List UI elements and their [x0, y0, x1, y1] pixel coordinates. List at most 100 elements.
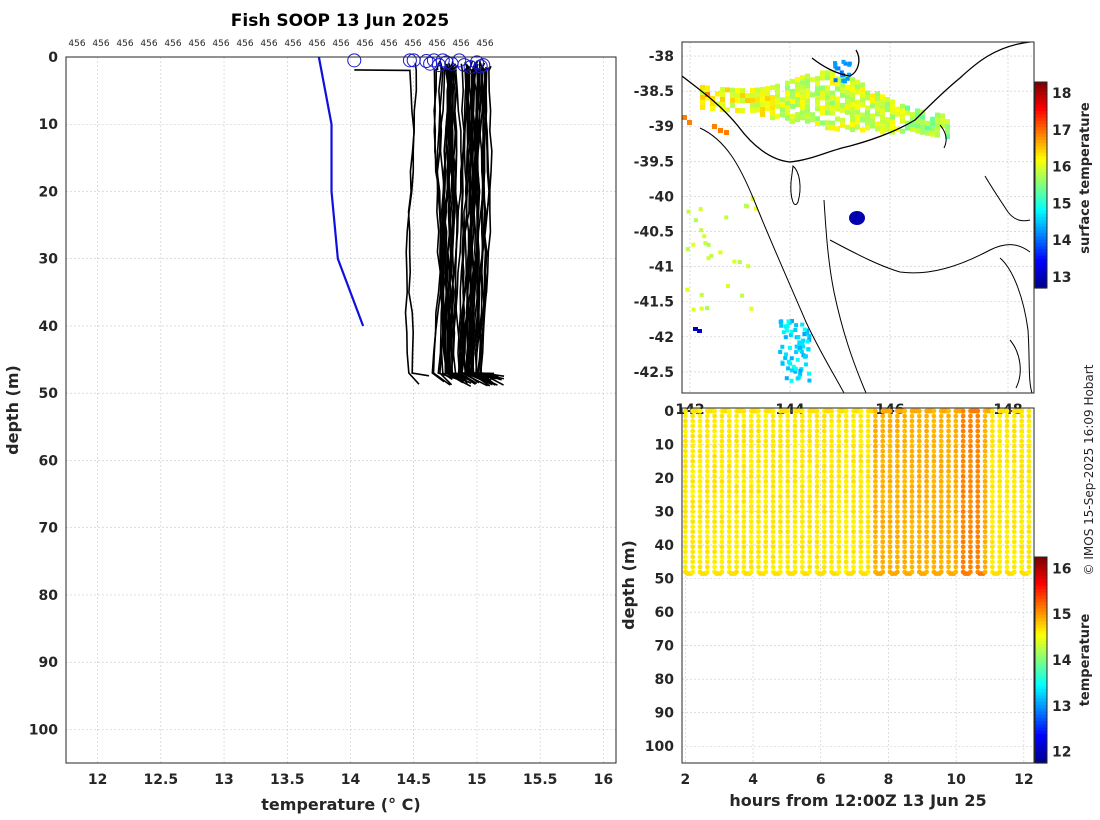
section-point [690, 453, 696, 459]
section-point [734, 458, 739, 464]
section-point [756, 468, 761, 474]
section-point [931, 428, 937, 434]
section-point [916, 534, 922, 540]
sst-pixel [686, 209, 691, 214]
sst-pixel [870, 113, 875, 119]
section-point [712, 458, 718, 464]
section-point [887, 463, 893, 469]
section-point [858, 473, 864, 479]
section-point [858, 564, 864, 570]
section-point [946, 479, 951, 484]
sst-pixel [745, 98, 750, 104]
colorbar-swatch [1035, 637, 1047, 642]
section-point [1004, 489, 1010, 494]
section-point [785, 438, 791, 444]
sst-pixel [760, 96, 765, 102]
section-point [909, 534, 915, 540]
map-panel: -38-38.5-39-39.5-40-40.5-41-41.5-42-42.5… [634, 41, 1093, 418]
section-point [997, 539, 1003, 545]
section-point [916, 519, 922, 525]
profile-id-label: 456 [380, 39, 397, 49]
section-point [989, 514, 995, 519]
section-point [873, 519, 878, 525]
section-point [946, 473, 951, 479]
section-point [894, 433, 900, 439]
colorbar-swatch [1035, 107, 1047, 112]
sst-pixel [795, 92, 800, 98]
section-point [997, 433, 1003, 439]
section-point [712, 544, 718, 550]
section-point [785, 559, 791, 565]
colorbar-swatch [1035, 724, 1047, 729]
section-point [953, 509, 959, 514]
section-point [873, 494, 878, 499]
section-point [946, 509, 951, 514]
section-point [770, 564, 776, 570]
section-point [682, 408, 688, 414]
sst-pixel [780, 102, 785, 108]
section-point [938, 413, 944, 419]
section-point [785, 534, 791, 540]
section-point [902, 428, 908, 434]
section-point [821, 514, 827, 519]
temperature-profile-line [461, 64, 480, 384]
profile-id-label: 456 [212, 39, 229, 49]
section-point [726, 544, 732, 550]
section-point [807, 489, 813, 494]
section-point [843, 559, 849, 565]
sst-pixel [910, 127, 915, 133]
section-point [968, 559, 973, 565]
section-point [1019, 428, 1025, 434]
section-point [719, 484, 725, 489]
section-point [953, 418, 959, 424]
section-point [712, 499, 718, 504]
section-point [1004, 549, 1010, 555]
section-point [953, 458, 959, 464]
colorbar-swatch [1035, 557, 1047, 561]
section-point [756, 408, 761, 414]
section-point [975, 529, 981, 535]
section-point [982, 413, 988, 419]
section-point [799, 418, 805, 424]
section-point [734, 484, 739, 489]
section-point [894, 529, 900, 535]
section-point [778, 549, 783, 555]
section-point [836, 473, 842, 479]
section-point [873, 489, 878, 494]
section-point [741, 564, 747, 570]
profile-y-tick-label: 30 [39, 252, 59, 268]
colorbar-swatch [1035, 730, 1047, 735]
section-point [770, 438, 776, 444]
section-point [712, 519, 718, 525]
section-point [880, 534, 886, 540]
section-point [770, 484, 776, 489]
section-point [931, 463, 937, 469]
section-point [814, 423, 820, 429]
section-point [1019, 484, 1025, 489]
section-point [778, 443, 783, 449]
sst-pixel [845, 89, 850, 95]
sst-pixel [875, 121, 880, 127]
section-point [836, 428, 842, 434]
section-point [894, 509, 900, 514]
sst-pixel [785, 95, 790, 101]
section-point [880, 494, 886, 499]
section-point [982, 463, 988, 469]
colorbar-swatch [1035, 91, 1047, 96]
section-point [960, 544, 966, 550]
section-point [953, 494, 959, 499]
section-point [1004, 479, 1010, 484]
sst-pixel [815, 91, 820, 97]
section-point [682, 514, 688, 519]
section-point [763, 514, 769, 519]
section-point [712, 559, 718, 565]
section-point [690, 479, 696, 484]
section-point [938, 499, 944, 504]
sst-pixel [703, 241, 708, 246]
section-point [843, 453, 849, 459]
section-point [719, 453, 725, 459]
section-point [982, 539, 988, 545]
section-point [682, 509, 688, 514]
sst-pixel [815, 76, 820, 82]
section-point [989, 524, 995, 530]
